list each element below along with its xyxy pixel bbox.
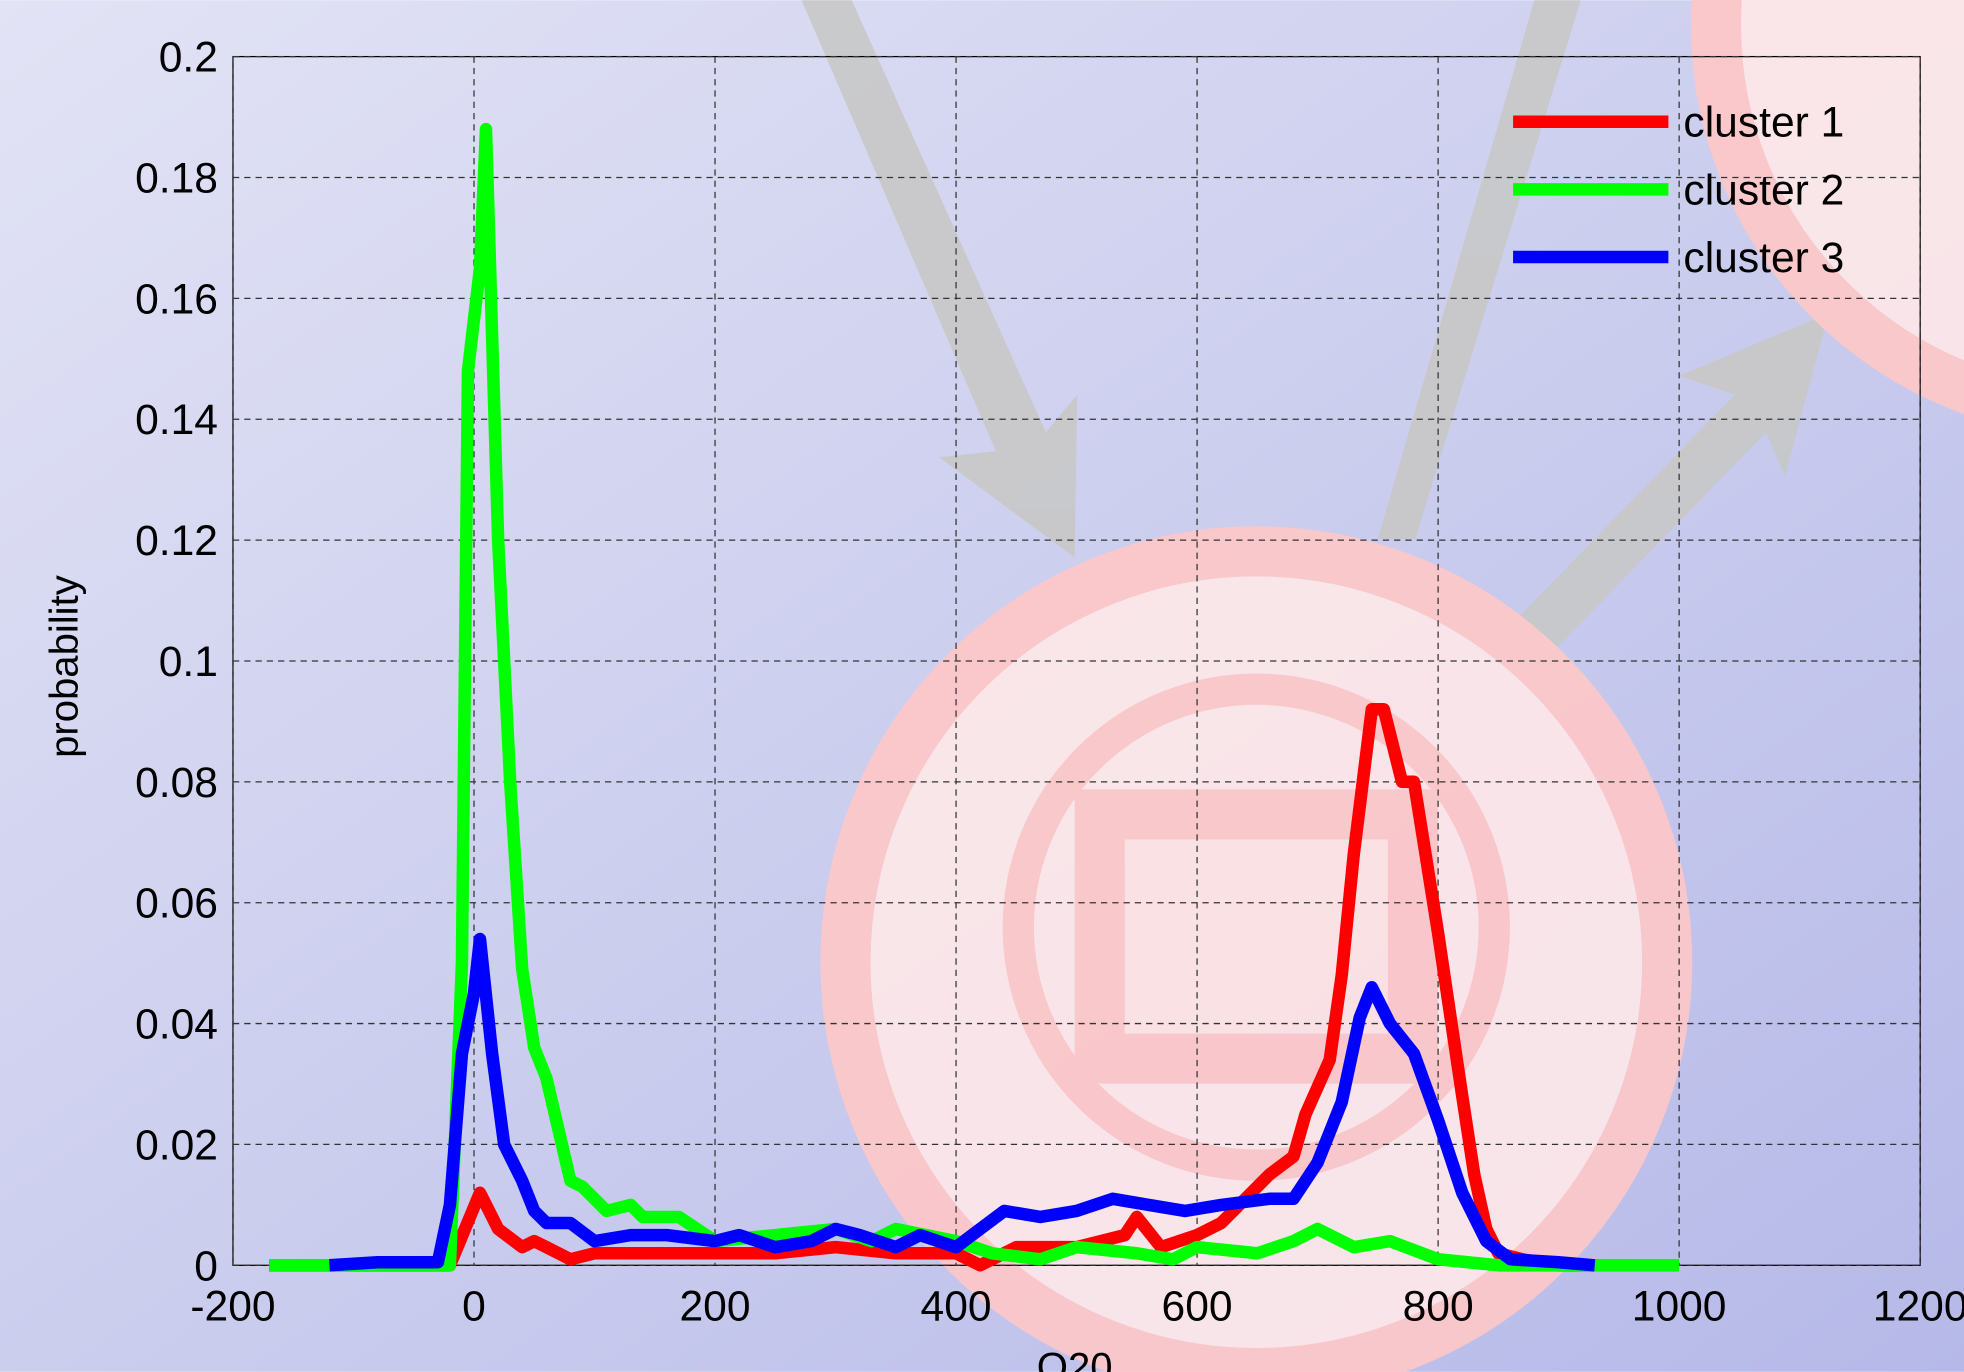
circle-decoration bbox=[1691, 0, 1964, 414]
arrow-decoration bbox=[801, 0, 1078, 558]
y-tick-label: 0.14 bbox=[135, 396, 218, 444]
x-tick-label: 0 bbox=[462, 1282, 486, 1330]
x-tick-label: 600 bbox=[1162, 1282, 1233, 1330]
arrow-decoration bbox=[1377, 0, 1581, 539]
y-axis-label: probability bbox=[43, 575, 87, 758]
data-line bbox=[329, 932, 1596, 1272]
legend-label: cluster 3 bbox=[1683, 234, 1844, 282]
x-tick-label: -200 bbox=[190, 1282, 275, 1330]
y-tick-label: 0.06 bbox=[135, 880, 218, 928]
box-decoration bbox=[1074, 789, 1438, 1084]
decoration bbox=[801, 0, 1964, 1372]
y-tick-label: 0.04 bbox=[135, 1001, 218, 1049]
y-tick-label: 0.2 bbox=[159, 34, 218, 82]
legend-label: cluster 1 bbox=[1683, 99, 1844, 147]
circle-decoration bbox=[1002, 673, 1510, 1181]
arrow-decoration bbox=[1509, 313, 1829, 658]
x-tick-label: 200 bbox=[680, 1282, 751, 1330]
y-tick-label: 0.1 bbox=[159, 638, 218, 686]
x-tick-label: 1000 bbox=[1632, 1282, 1727, 1330]
x-tick-label: 400 bbox=[921, 1282, 992, 1330]
y-tick-label: 0.02 bbox=[135, 1121, 218, 1169]
y-tick-label: 0 bbox=[194, 1242, 218, 1290]
data-line bbox=[269, 703, 1595, 1272]
y-tick-label: 0.16 bbox=[135, 275, 218, 323]
x-axis-label: Q20 bbox=[1037, 1346, 1113, 1372]
legend-label: cluster 2 bbox=[1683, 166, 1844, 214]
x-tick-label: 800 bbox=[1403, 1282, 1474, 1330]
y-tick-label: 0.18 bbox=[135, 154, 218, 202]
y-tick-label: 0.08 bbox=[135, 759, 218, 807]
x-tick-label: 1200 bbox=[1873, 1282, 1964, 1330]
data-line bbox=[269, 122, 1680, 1272]
y-tick-label: 0.12 bbox=[135, 517, 218, 565]
